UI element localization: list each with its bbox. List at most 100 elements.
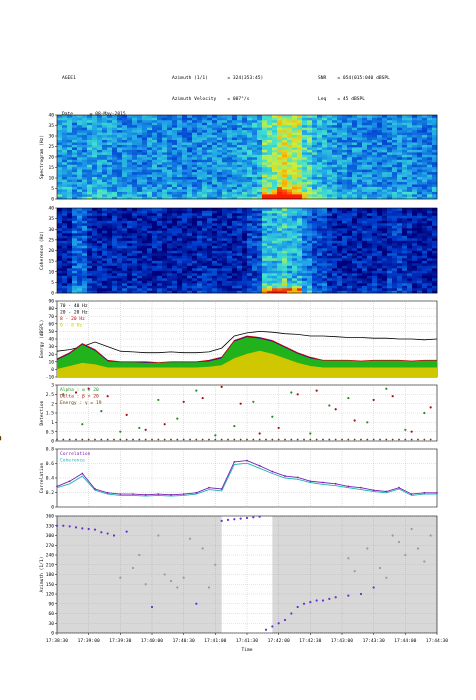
heatmap-cell [422,147,428,150]
heatmap-cell [122,186,128,190]
heatmap-cell [327,191,333,195]
heatmap-cell [272,171,278,175]
heatmap-cell [157,139,163,143]
heatmap-cell [352,230,358,234]
heatmap-cell [292,134,298,138]
heatmap-cell [342,220,348,224]
heatmap-cell [87,124,93,128]
heatmap-cell [67,194,73,197]
heatmap-cell [237,235,243,239]
heatmap-cell [117,169,123,173]
heatmap-cell [302,152,308,155]
y-tick-label: 5 [51,186,54,192]
heatmap-cell [247,290,253,294]
heatmap-cell [297,258,303,261]
heatmap-cell [242,142,248,145]
heatmap-cell [277,117,283,121]
heatmap-cell [372,184,378,187]
heatmap-cell [87,275,93,279]
heatmap-cell [342,137,348,141]
heatmap-cell [317,275,323,279]
heatmap-cell [232,248,238,251]
heatmap-cell [277,285,283,289]
heatmap-cell [202,225,208,229]
heatmap-cell [82,263,88,266]
heatmap-cell [367,119,373,123]
heatmap-cell [292,240,298,244]
heatmap-cell [327,278,333,281]
heatmap-cell [382,119,388,123]
heatmap-cell [152,132,158,136]
heatmap-cell [262,233,268,236]
heatmap-cell [112,248,118,251]
heatmap-cell [257,278,263,281]
heatmap-cell [357,189,363,192]
heatmap-cell [167,265,173,269]
heatmap-cell [207,215,213,219]
heatmap-cell [142,228,148,231]
heatmap-cell [147,189,153,192]
heatmap-cell [147,280,153,284]
heatmap-cell [317,218,323,221]
heatmap-cell [362,283,368,286]
heatmap-cell [232,243,238,246]
heatmap-cell [77,137,83,141]
heatmap-cell [77,280,83,284]
heatmap-cell [212,228,218,231]
heatmap-cell [427,132,433,136]
heatmap-cell [337,122,343,126]
heatmap-cell [137,164,143,168]
heatmap-cell [177,189,183,192]
heatmap-cell [257,171,263,175]
heatmap-cell [332,275,338,279]
heatmap-cell [427,161,433,165]
heatmap-cell [277,255,283,259]
heatmap-cell [137,238,143,241]
heatmap-cell [307,174,313,178]
heatmap-cell [117,243,123,246]
heatmap-cell [417,147,423,150]
heatmap-cell [287,134,293,138]
heatmap-cell [357,253,363,256]
heatmap-cell [157,154,163,158]
heatmap-cell [262,263,268,266]
heatmap-cell [337,283,343,286]
heatmap-cell [362,134,368,138]
heatmap-cell [362,265,368,269]
heatmap-cell [257,159,263,163]
heatmap-cell [57,191,63,195]
heatmap-cell [357,208,363,211]
heatmap-cell [427,194,433,197]
heatmap-cell [192,144,198,148]
heatmap-cell [237,149,243,153]
heatmap-cell [82,285,88,289]
heatmap-cell [232,139,238,143]
heatmap-cell [352,228,358,231]
heatmap-cell [222,196,228,200]
heatmap-cell [297,285,303,289]
heatmap-cell [237,283,243,286]
heatmap-cell [177,196,183,200]
heatmap-cell [417,184,423,187]
heatmap-cell [257,243,263,246]
heatmap-cell [147,208,153,211]
heatmap-cell [382,288,388,291]
heatmap-cell [212,220,218,224]
heatmap-cell [277,189,283,192]
heatmap-cell [217,230,223,234]
heatmap-cell [202,176,208,180]
heatmap-cell [117,238,123,241]
heatmap-cell [402,119,408,123]
heatmap-cell [262,225,268,229]
heatmap-cell [172,258,178,261]
heatmap-cell [247,275,253,279]
heatmap-cell [102,245,108,249]
heatmap-cell [222,245,228,249]
heatmap-cell [362,124,368,128]
heatmap-cell [227,144,233,148]
heatmap-cell [362,288,368,291]
heatmap-cell [257,225,263,229]
heatmap-cell [142,235,148,239]
heatmap-cell [222,184,228,187]
heatmap-cell [117,250,123,254]
